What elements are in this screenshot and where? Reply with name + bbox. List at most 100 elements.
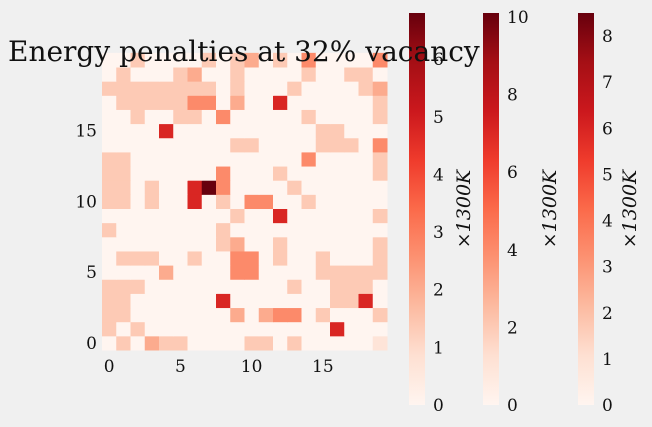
heatmap-cell xyxy=(330,279,345,294)
heatmap-cell xyxy=(130,67,146,82)
heatmap-cell xyxy=(187,180,203,195)
heatmap-cell xyxy=(258,265,274,280)
colorbar-tick-label: 0 xyxy=(433,396,444,416)
x-tick-label: 10 xyxy=(241,357,263,377)
colorbar-tick-label: 7 xyxy=(602,73,613,93)
heatmap-cell xyxy=(244,109,260,125)
heatmap-cell xyxy=(144,137,160,153)
heatmap-cell xyxy=(116,52,131,68)
heatmap-cell xyxy=(315,180,331,195)
heatmap-cell xyxy=(358,222,374,238)
heatmap-cell xyxy=(102,67,117,82)
heatmap-cell xyxy=(244,307,260,323)
heatmap-cell xyxy=(273,109,288,125)
heatmap-cell xyxy=(258,335,274,351)
heatmap-cell xyxy=(315,123,331,139)
heatmap-cell xyxy=(173,208,188,224)
heatmap-cell xyxy=(301,81,317,96)
heatmap-cell xyxy=(116,321,131,337)
colorbar-gradient xyxy=(483,13,499,405)
heatmap-cell xyxy=(130,208,146,224)
heatmap-cell xyxy=(330,208,345,224)
heatmap-cell xyxy=(173,265,188,280)
heatmap-cell xyxy=(216,293,231,309)
heatmap-cell xyxy=(130,52,146,68)
heatmap-cell xyxy=(116,236,131,252)
heatmap-cell xyxy=(116,151,131,167)
heatmap-cell xyxy=(102,109,117,125)
heatmap-cell xyxy=(159,307,174,323)
heatmap-cell xyxy=(230,194,245,209)
heatmap-cell xyxy=(102,52,117,68)
heatmap-cell xyxy=(287,250,302,266)
heatmap-cell xyxy=(301,137,317,153)
heatmap-cell xyxy=(330,67,345,82)
colorbar-tick-label: 10 xyxy=(507,8,529,28)
heatmap-cell xyxy=(358,208,374,224)
heatmap-cell xyxy=(230,307,245,323)
heatmap-cell xyxy=(102,307,117,323)
axis-ticks: 0 5 10 15 0 5 10 15 xyxy=(75,122,333,377)
heatmap-cell xyxy=(358,109,374,125)
heatmap-cell xyxy=(201,222,217,238)
heatmap-cell xyxy=(173,236,188,252)
heatmap-cell xyxy=(102,194,117,209)
heatmap-cell xyxy=(144,109,160,125)
heatmap-cell xyxy=(130,279,146,294)
heatmap-cell xyxy=(273,222,288,238)
heatmap-cell xyxy=(344,109,359,125)
heatmap-cell xyxy=(102,180,117,195)
heatmap-cell xyxy=(116,180,131,195)
heatmap-cell xyxy=(244,265,260,280)
heatmap-cell xyxy=(173,194,188,209)
heatmap-cell xyxy=(330,166,345,181)
colorbar-tick-label: 4 xyxy=(433,165,444,185)
heatmap-cell xyxy=(201,151,217,167)
heatmap-cell xyxy=(287,335,302,351)
heatmap-cell xyxy=(159,236,174,252)
heatmap-cell xyxy=(130,293,146,309)
colorbar-tick-label: 8 xyxy=(602,27,613,47)
heatmap-cell xyxy=(372,81,388,96)
heatmap-cell xyxy=(330,293,345,309)
heatmap-cell xyxy=(287,194,302,209)
heatmap-cell xyxy=(130,335,146,351)
heatmap-cell xyxy=(201,123,217,139)
colorbar-tick-label: 6 xyxy=(602,119,613,139)
heatmap-cell xyxy=(301,208,317,224)
heatmap-cell xyxy=(258,52,274,68)
colorbar-tick-label: 5 xyxy=(602,165,613,185)
colorbar-tick-label: 6 xyxy=(507,163,518,183)
heatmap-cell xyxy=(358,166,374,181)
heatmap-cell xyxy=(258,293,274,309)
heatmap-cell xyxy=(102,236,117,252)
heatmap-cell xyxy=(130,109,146,125)
heatmap-cell xyxy=(159,137,174,153)
heatmap-cell xyxy=(187,321,203,337)
heatmap-cell xyxy=(216,180,231,195)
heatmap-cell xyxy=(216,194,231,209)
heatmap-cell xyxy=(173,81,188,96)
heatmap-cell xyxy=(216,137,231,153)
heatmap-cell xyxy=(144,279,160,294)
heatmap-cell xyxy=(130,166,146,181)
y-tick-label: 0 xyxy=(86,334,97,354)
heatmap-cell xyxy=(287,52,302,68)
heatmap-cell xyxy=(116,67,131,82)
heatmap-cell xyxy=(230,67,245,82)
heatmap-cell xyxy=(201,180,217,195)
heatmap-cell xyxy=(258,236,274,252)
heatmap-cell xyxy=(372,250,388,266)
heatmap-cell xyxy=(273,67,288,82)
heatmap-cell xyxy=(159,123,174,139)
colorbar-tick-label: 4 xyxy=(602,212,613,232)
heatmap-cell xyxy=(273,137,288,153)
heatmap-cell xyxy=(201,236,217,252)
heatmap-cell xyxy=(287,123,302,139)
colorbar-3: 0 1 2 3 4 5 6 7 8 ×1300K xyxy=(578,13,641,416)
heatmap-cell xyxy=(144,307,160,323)
heatmap-cell xyxy=(344,307,359,323)
heatmap-cell xyxy=(372,180,388,195)
heatmap-cell xyxy=(102,151,117,167)
heatmap-cell xyxy=(116,194,131,209)
